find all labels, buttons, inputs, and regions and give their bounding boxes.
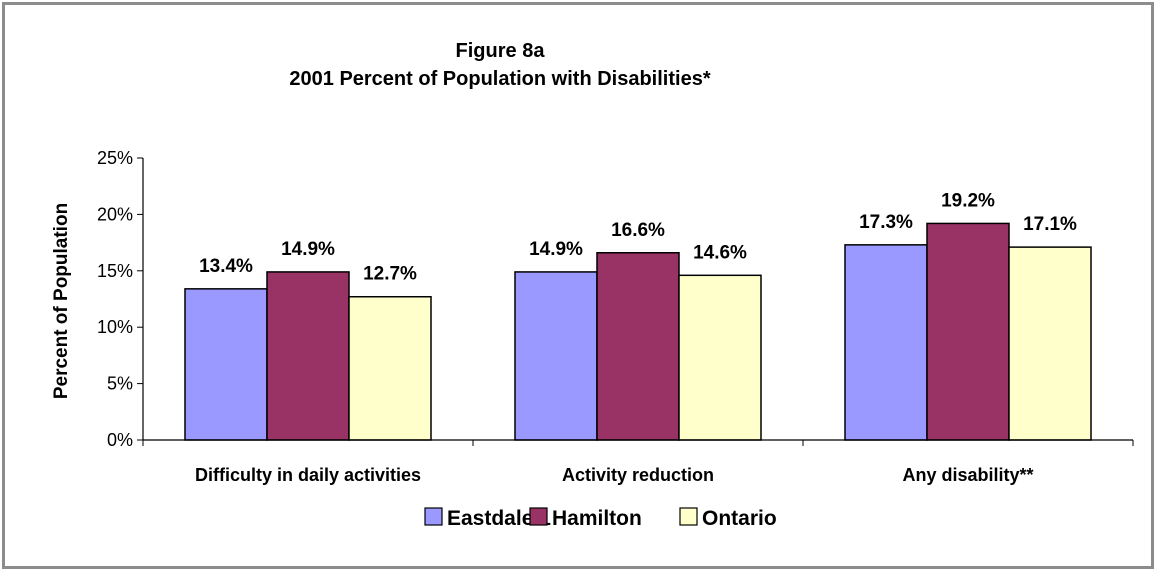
chart-subtitle: 2001 Percent of Population with Disabili… xyxy=(289,68,710,90)
y-axis: 0% 5% 10% 15% 20% 25% xyxy=(97,148,143,450)
y-tick-label: 10% xyxy=(97,317,133,337)
axes-group xyxy=(142,158,1134,446)
data-label: 19.2% xyxy=(941,190,995,211)
x-category-label: Activity reduction xyxy=(562,465,714,485)
data-label: 12.7% xyxy=(363,264,417,285)
legend-label: Eastdale 1 xyxy=(447,507,551,530)
data-label: 17.3% xyxy=(859,212,913,233)
bars-group xyxy=(184,222,1092,441)
bar xyxy=(1008,246,1092,441)
y-tick-label: 0% xyxy=(107,430,133,450)
data-labels-group: 13.4% 14.9% 17.3% 14.9% 16.6% 19.2% 12.7% 14.6%… xyxy=(199,190,1077,284)
bar xyxy=(844,244,928,441)
x-category-label: Difficulty in daily activities xyxy=(195,465,421,485)
chart-title: Figure 8a xyxy=(456,40,546,62)
legend-swatch xyxy=(679,507,698,526)
x-axis-categories: Difficulty in daily activities Activity r… xyxy=(195,465,1034,485)
data-label: 17.1% xyxy=(1023,214,1077,235)
y-tick-label: 15% xyxy=(97,261,133,281)
data-label: 14.6% xyxy=(693,242,747,263)
legend-label: Ontario xyxy=(702,507,777,530)
data-label: 14.9% xyxy=(529,239,583,260)
bar xyxy=(348,295,432,441)
x-category-label: Any disability** xyxy=(902,465,1033,485)
y-tick-label: 25% xyxy=(97,148,133,168)
legend: Eastdale 1 Hamilton Ontario xyxy=(424,507,777,530)
y-tick-label: 5% xyxy=(107,374,133,394)
bar xyxy=(514,271,598,441)
bar xyxy=(184,288,268,441)
y-axis-label: Percent of Population xyxy=(51,203,72,399)
data-label: 13.4% xyxy=(199,256,253,277)
data-label: 16.6% xyxy=(611,220,665,241)
data-label: 14.9% xyxy=(281,239,335,260)
bar xyxy=(266,271,350,441)
bar-chart: Figure 8a 2001 Percent of Population wit… xyxy=(51,40,1134,530)
legend-swatch xyxy=(529,507,548,526)
bar xyxy=(678,274,762,441)
legend-swatch xyxy=(424,507,443,526)
bar xyxy=(926,222,1010,441)
y-tick-label: 20% xyxy=(97,204,133,224)
bar xyxy=(596,252,680,441)
legend-label: Hamilton xyxy=(552,507,642,530)
